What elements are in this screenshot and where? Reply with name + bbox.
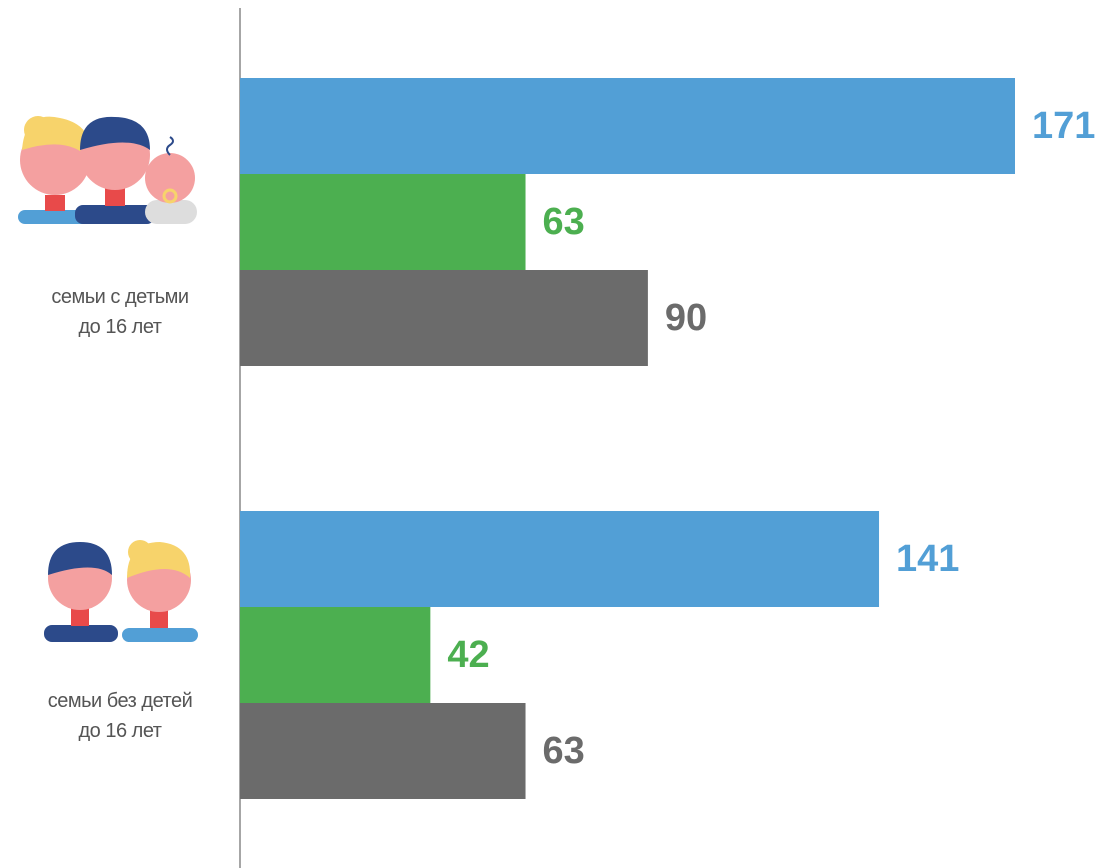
category-label: семьи с детьми до 16 лет: [51, 286, 189, 338]
value-label: 42: [447, 634, 489, 676]
bar: [240, 703, 526, 799]
value-label: 171: [1032, 105, 1095, 147]
family-icon: [18, 116, 197, 224]
value-label: 63: [543, 201, 585, 243]
value-label: 90: [665, 297, 707, 339]
category-label: семьи без детей до 16 лет: [47, 690, 193, 742]
couple-icon: [44, 540, 198, 642]
value-label: 63: [543, 730, 585, 772]
value-label: 141: [896, 538, 959, 580]
bar: [240, 78, 1015, 174]
bar: [240, 174, 526, 270]
bar: [240, 270, 648, 366]
bar: [240, 607, 431, 703]
bar: [240, 511, 880, 607]
